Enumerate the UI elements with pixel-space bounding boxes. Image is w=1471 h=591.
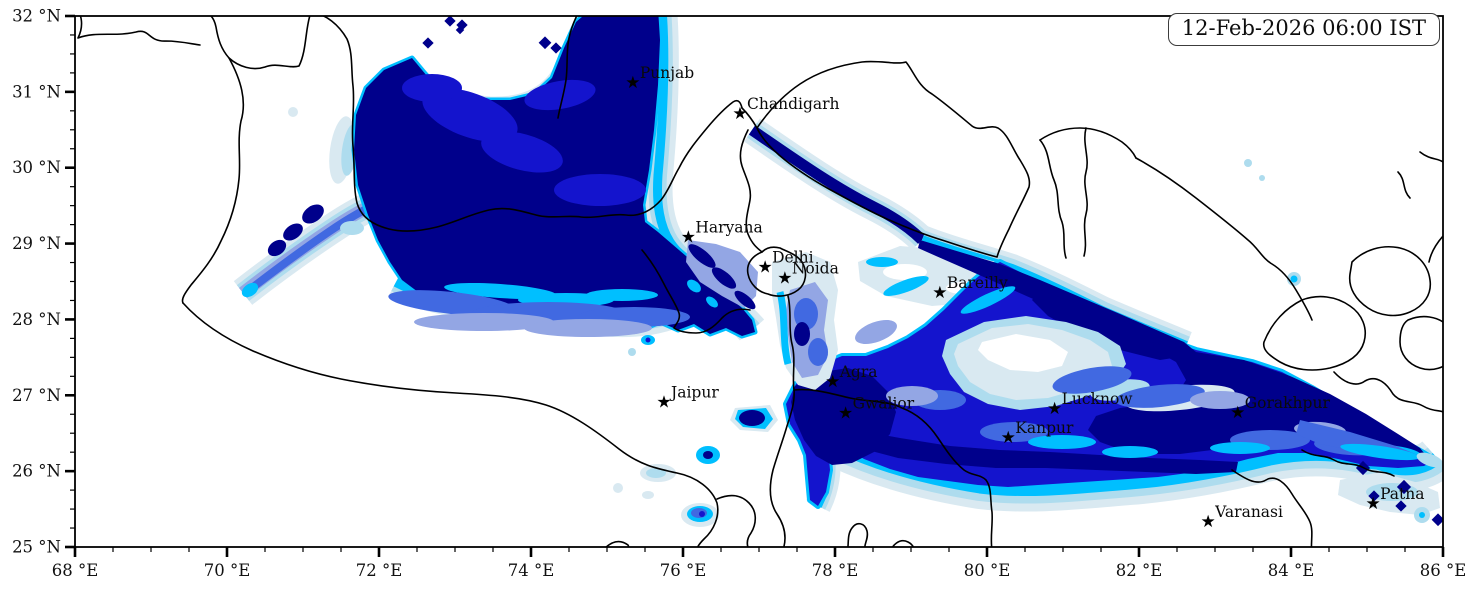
city-star-icon: ★ <box>838 404 853 424</box>
city-marker-bareilly: ★ Bareilly <box>932 274 1008 303</box>
city-star-icon: ★ <box>1230 403 1245 423</box>
city-label: Haryana <box>695 219 762 237</box>
city-label: Jaipur <box>669 383 719 401</box>
x-tick-label: 68 °E <box>52 561 99 580</box>
x-tick-label: 74 °E <box>508 561 555 580</box>
city-label: Lucknow <box>1062 390 1134 408</box>
y-tick-label: 32 °N <box>12 7 61 26</box>
city-label: Agra <box>839 363 878 381</box>
plot-frame <box>74 15 1444 548</box>
y-tick-label: 25 °N <box>12 538 61 557</box>
city-star-icon: ★ <box>777 269 792 289</box>
state-boundaries <box>77 16 1443 547</box>
y-tick-label: 26 °N <box>12 462 61 481</box>
x-tick-label: 82 °E <box>1116 561 1163 580</box>
city-star-icon: ★ <box>757 257 772 277</box>
x-tick-label: 70 °E <box>204 561 251 580</box>
y-tick-label: 30 °N <box>12 158 61 177</box>
city-marker-delhi: ★ Delhi <box>757 248 813 277</box>
city-marker-haryana: ★ Haryana <box>681 219 763 248</box>
x-tick-label: 84 °E <box>1268 561 1315 580</box>
city-label: Varanasi <box>1214 503 1283 521</box>
city-label: Gwalior <box>853 395 915 413</box>
x-tick-label: 78 °E <box>812 561 859 580</box>
city-label: Bareilly <box>947 274 1008 292</box>
fog-contour-layers <box>233 16 1443 527</box>
city-marker-agra: ★ Agra <box>825 363 877 392</box>
city-label: Punjab <box>640 64 694 82</box>
city-label: Chandigarh <box>747 95 840 113</box>
city-marker-gorakhpur: ★ Gorakhpur <box>1230 394 1330 423</box>
city-star-icon: ★ <box>825 372 840 392</box>
city-star-icon: ★ <box>656 392 671 412</box>
city-marker-gwalior: ★ Gwalior <box>838 395 915 424</box>
city-label: Gorakhpur <box>1245 394 1331 412</box>
x-tick-label: 80 °E <box>964 561 1011 580</box>
city-marker-patna: ★ Patna <box>1365 485 1424 514</box>
city-star-icon: ★ <box>732 104 747 124</box>
city-label: Kanpur <box>1015 419 1074 437</box>
axes: 68 °E 70 °E 72 °E 74 °E 76 °E 78 °E 80 °E 82 °E… <box>12 7 1466 581</box>
city-label: Patna <box>1380 485 1424 503</box>
x-tick-label: 86 °E <box>1420 561 1467 580</box>
city-star-icon: ★ <box>625 73 640 93</box>
timestamp-text: 12-Feb-2026 06:00 IST <box>1181 16 1426 40</box>
timestamp-badge: 12-Feb-2026 06:00 IST <box>1167 13 1440 46</box>
city-markers: ★ Punjab★ Chandigarh★ Haryana★ Delhi★ Noida★ B… <box>625 64 1424 532</box>
city-star-icon: ★ <box>1201 512 1216 532</box>
x-tick-label: 76 °E <box>660 561 707 580</box>
city-marker-noida: ★ Noida <box>777 260 839 289</box>
y-tick-label: 29 °N <box>12 234 61 253</box>
city-marker-lucknow: ★ Lucknow <box>1047 390 1133 419</box>
y-tick-label: 31 °N <box>12 82 61 101</box>
city-marker-jaipur: ★ Jaipur <box>656 383 719 412</box>
city-marker-punjab: ★ Punjab <box>625 64 694 93</box>
y-tick-label: 28 °N <box>12 310 61 329</box>
city-star-icon: ★ <box>1001 428 1016 448</box>
city-label: Noida <box>792 260 839 278</box>
city-label: Delhi <box>772 248 814 266</box>
city-star-icon: ★ <box>932 283 947 303</box>
y-tick-label: 27 °N <box>12 386 61 405</box>
city-marker-kanpur: ★ Kanpur <box>1001 419 1074 448</box>
city-star-icon: ★ <box>1365 494 1380 514</box>
city-star-icon: ★ <box>681 228 696 248</box>
city-star-icon: ★ <box>1047 399 1062 419</box>
x-tick-label: 72 °E <box>356 561 403 580</box>
city-marker-chandigarh: ★ Chandigarh <box>732 95 839 124</box>
city-marker-varanasi: ★ Varanasi <box>1201 503 1283 532</box>
